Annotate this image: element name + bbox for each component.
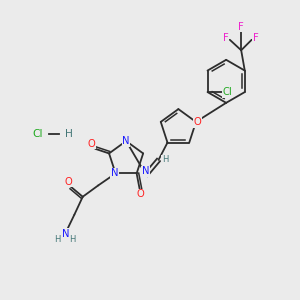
Text: O: O: [136, 189, 144, 200]
Text: H: H: [65, 129, 73, 139]
Text: Cl: Cl: [223, 87, 233, 97]
Text: Cl: Cl: [33, 129, 43, 139]
Text: H: H: [69, 235, 76, 244]
Text: N: N: [111, 169, 118, 178]
Text: O: O: [88, 139, 95, 148]
Text: F: F: [223, 33, 229, 43]
Text: H: H: [162, 155, 168, 164]
Text: O: O: [194, 118, 201, 128]
Text: N: N: [122, 136, 130, 146]
Text: N: N: [142, 166, 149, 176]
Text: O: O: [64, 177, 72, 187]
Text: N: N: [62, 229, 69, 239]
Text: F: F: [253, 33, 258, 43]
Text: F: F: [238, 22, 244, 32]
Text: H: H: [55, 235, 61, 244]
